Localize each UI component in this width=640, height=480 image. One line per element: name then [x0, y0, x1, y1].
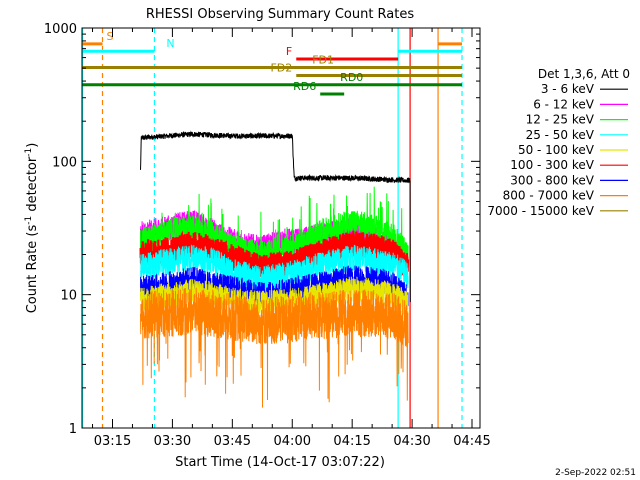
legend-label: 6 - 12 keV — [533, 97, 595, 111]
legend-label: 100 - 300 keV — [510, 158, 594, 172]
series-line-2 — [140, 186, 409, 268]
legend-title: Det 1,3,6, Att 0 — [538, 67, 630, 81]
y-tick-label: 10 — [60, 289, 77, 304]
legend-label: 25 - 50 keV — [526, 128, 595, 142]
legend-label: 7000 - 15000 keV — [487, 204, 594, 218]
y-tick-label: 1 — [69, 422, 77, 437]
flag-rd6-label: RD6 — [293, 80, 316, 93]
flag-fd1-label: FD1 — [312, 54, 334, 67]
y-axis-label: Count Rate (s-1 detector-1) — [24, 143, 40, 314]
flag-f-label: F — [286, 45, 292, 58]
y-tick-label: 100 — [52, 155, 77, 170]
flag-fd2-label: FD2 — [270, 62, 292, 75]
y-axis-label-sup1: -1 — [24, 216, 34, 225]
y-axis-label-main: Count Rate (s — [25, 225, 40, 314]
x-tick-label: 04:00 — [274, 434, 311, 449]
legend-label: 50 - 100 keV — [518, 143, 595, 157]
series-line-7 — [140, 287, 409, 408]
flag-n-label: N — [166, 37, 174, 50]
footer-date: 2-Sep-2022 02:51 — [555, 468, 636, 478]
x-tick-label: 04:30 — [393, 434, 430, 449]
plot-area: S N F FD1 FD2 RD0 RD6 1 10 100 1000 03:15 03:30 03:45… — [44, 22, 491, 449]
y-axis-label-sup2: -1 — [24, 148, 34, 157]
series-line-4 — [140, 244, 409, 293]
legend-label: 300 - 800 keV — [510, 173, 594, 187]
x-tick-label: 04:45 — [453, 434, 490, 449]
flag-rd0-label: RD0 — [340, 71, 363, 84]
x-tick-label: 03:30 — [154, 434, 191, 449]
x-tick-label: 03:15 — [94, 434, 131, 449]
x-tick-label: 03:45 — [214, 434, 251, 449]
y-tick-label: 1000 — [44, 22, 77, 37]
plot-frame — [81, 27, 481, 429]
plot-inner — [82, 28, 463, 428]
x-axis-label: Start Time (14-Oct-17 03:07:22) — [175, 455, 385, 470]
x-tick-label: 04:15 — [333, 434, 370, 449]
flag-s-label: S — [106, 30, 113, 43]
chart-title: RHESSI Observing Summary Count Rates — [146, 7, 415, 22]
series-line-0 — [140, 130, 411, 303]
y-axis-label-end: ) — [25, 143, 40, 148]
y-axis-label-mid: detector — [25, 156, 40, 216]
legend-label: 12 - 25 keV — [526, 113, 595, 127]
legend-label: 800 - 7000 keV — [503, 189, 595, 203]
legend-label: 3 - 6 keV — [541, 82, 595, 96]
